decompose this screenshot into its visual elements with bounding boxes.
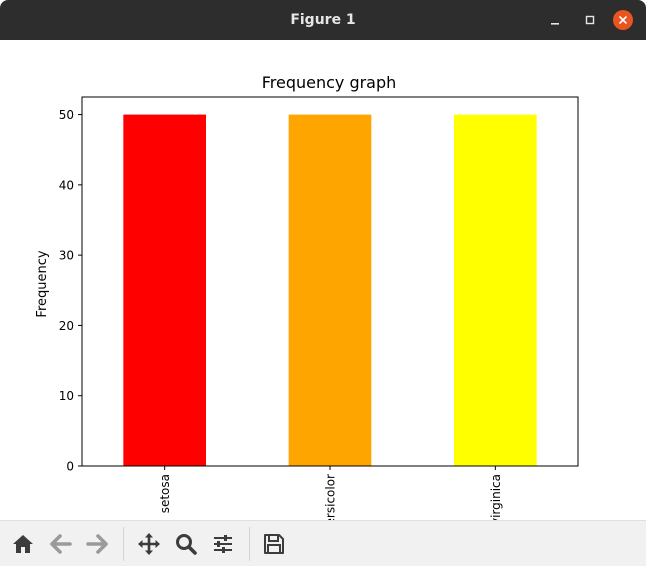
maximize-icon: [585, 15, 595, 25]
title-bar[interactable]: Figure 1: [0, 0, 646, 40]
save-icon: [264, 534, 284, 554]
y-tick-label: 40: [59, 178, 74, 192]
y-tick-label: 30: [59, 249, 74, 263]
figure-canvas[interactable]: 0 10 20 30 40 50 setosa versicolor virginica Fre…: [0, 40, 646, 520]
x-tick-label-versicolor: versicolor: [324, 474, 338, 520]
sliders-icon: [214, 535, 232, 553]
arrow-right-icon: [86, 534, 108, 554]
toolbar-separator: [249, 527, 250, 561]
y-axis-label: Frequency: [35, 250, 50, 317]
x-tick-label-setosa: setosa: [158, 474, 172, 513]
maximize-button[interactable]: [578, 8, 602, 32]
configure-subplots-button[interactable]: [209, 530, 237, 558]
close-icon: [613, 10, 633, 30]
forward-button[interactable]: [83, 530, 111, 558]
toolbar-separator: [123, 527, 124, 561]
x-tick-label-virginica: virginica: [489, 474, 503, 520]
y-tick-label: 50: [59, 108, 74, 122]
home-button[interactable]: [9, 530, 37, 558]
move-icon: [138, 533, 160, 555]
arrow-left-icon: [50, 534, 72, 554]
navigation-toolbar: [0, 520, 646, 566]
x-tick-labels: setosa versicolor virginica: [158, 474, 503, 520]
minimize-icon: [551, 23, 559, 25]
chart-title: Frequency graph: [262, 73, 397, 92]
zoom-icon: [176, 534, 197, 555]
bar-setosa: [123, 114, 206, 467]
bar-chart: 0 10 20 30 40 50 setosa versicolor virginica Fre…: [35, 73, 579, 520]
zoom-button[interactable]: [172, 530, 200, 558]
minimize-button[interactable]: [543, 8, 567, 32]
pan-button[interactable]: [135, 530, 163, 558]
close-button[interactable]: [611, 8, 635, 32]
y-tick-label: 10: [59, 389, 74, 403]
bar-versicolor: [288, 114, 372, 467]
save-button[interactable]: [260, 530, 288, 558]
back-button[interactable]: [47, 530, 75, 558]
y-tick-label: 20: [59, 319, 74, 333]
home-icon: [13, 535, 33, 553]
bar-virginica: [454, 114, 537, 467]
window-title: Figure 1: [290, 12, 356, 28]
y-tick-label: 0: [66, 460, 74, 474]
